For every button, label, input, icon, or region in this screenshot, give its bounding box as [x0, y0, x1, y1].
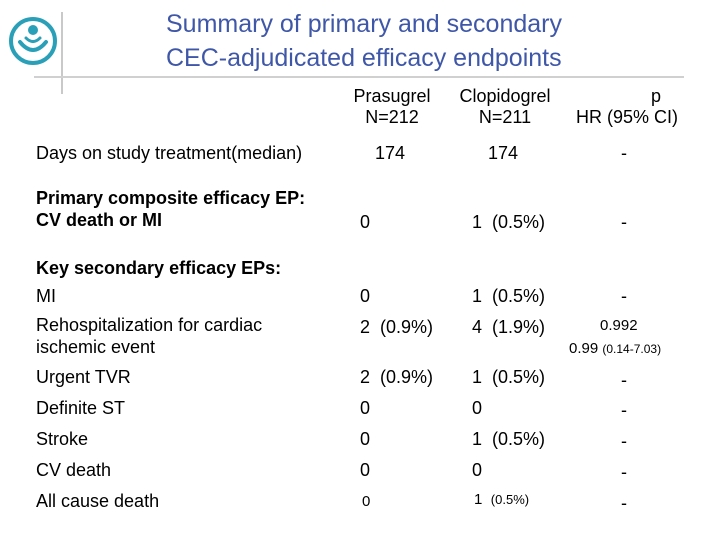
slide-title-line1: Summary of primary and secondary: [166, 10, 562, 38]
row-rehosp-hr-value: 0.99: [569, 340, 599, 357]
circular-figure-logo-icon: [9, 17, 57, 65]
row-tvr-prasugrel: 2 (0.9%): [360, 367, 434, 387]
row-cvdeath-label: CV death: [36, 460, 112, 480]
row-st-label: Definite ST: [36, 398, 126, 418]
row-stroke-label: Stroke: [36, 429, 89, 449]
header-hr-ci: HR (95% CI): [575, 107, 678, 127]
header-clopidogrel-n: N=211: [478, 107, 532, 127]
row-allcause-prasugrel: 0: [362, 493, 371, 510]
row-rehosp-p: 0.992: [600, 317, 638, 334]
row-days-clopidogrel: 174: [488, 143, 519, 163]
row-primary-label-line1: Primary composite efficacy EP:: [36, 188, 306, 208]
header-prasugrel-n: N=212: [365, 107, 419, 127]
header-clopidogrel: Clopidogrel N=211: [450, 86, 560, 128]
row-primary-label-line2: CV death or MI: [36, 210, 163, 230]
row-rehosp-hr-ci: (0.14-7.03): [602, 342, 662, 356]
row-rehosp-prasugrel: 2 (0.9%): [360, 317, 434, 337]
row-st-clopidogrel: 0: [472, 398, 483, 418]
horizontal-divider: [34, 76, 684, 78]
row-tvr-p: -: [621, 370, 627, 390]
header-p-name: p: [650, 86, 661, 106]
header-prasugrel-name: Prasugrel: [353, 86, 431, 106]
header-p: p HR (95% CI): [565, 86, 689, 128]
row-st-p: -: [621, 400, 627, 420]
row-mi-clopidogrel: 1 (0.5%): [472, 286, 546, 306]
row-days-label: Days on study treatment(median): [36, 143, 303, 163]
row-primary-p: -: [621, 212, 627, 232]
row-primary-prasugrel: 0: [360, 212, 371, 232]
row-allcause-clopidogrel-pct: (0.5%): [490, 492, 530, 507]
row-mi-label: MI: [36, 286, 56, 306]
row-st-prasugrel: 0: [360, 398, 371, 418]
vertical-divider: [61, 12, 63, 94]
row-cvdeath-p: -: [621, 462, 627, 482]
row-allcause-clopidogrel: 1 (0.5%): [474, 491, 529, 509]
row-rehosp-label-line1: Rehospitalization for cardiac: [36, 315, 263, 335]
row-cvdeath-clopidogrel: 0: [472, 460, 483, 480]
row-allcause-p: -: [621, 493, 627, 513]
row-rehosp-label-line2: ischemic event: [36, 337, 156, 357]
row-rehosp-hr: 0.99 (0.14-7.03): [569, 340, 661, 357]
header-prasugrel: Prasugrel N=212: [346, 86, 438, 128]
row-days-prasugrel: 174: [375, 143, 406, 163]
row-primary-clopidogrel: 1 (0.5%): [472, 212, 546, 232]
slide-title-line2: CEC-adjudicated efficacy endpoints: [166, 44, 562, 72]
row-stroke-clopidogrel: 1 (0.5%): [472, 429, 546, 449]
row-stroke-prasugrel: 0: [360, 429, 371, 449]
row-allcause-label: All cause death: [36, 491, 160, 511]
row-mi-prasugrel: 0: [360, 286, 371, 306]
row-cvdeath-prasugrel: 0: [360, 460, 371, 480]
row-days-p: -: [621, 143, 627, 163]
row-tvr-label: Urgent TVR: [36, 367, 131, 387]
row-stroke-p: -: [621, 431, 627, 451]
row-rehosp-clopidogrel: 4 (1.9%): [472, 317, 546, 337]
row-tvr-clopidogrel: 1 (0.5%): [472, 367, 546, 387]
header-clopidogrel-name: Clopidogrel: [459, 86, 551, 106]
row-allcause-clopidogrel-n: 1: [474, 491, 483, 508]
key-secondary-heading: Key secondary efficacy EPs:: [36, 258, 282, 278]
row-mi-p: -: [621, 286, 627, 306]
